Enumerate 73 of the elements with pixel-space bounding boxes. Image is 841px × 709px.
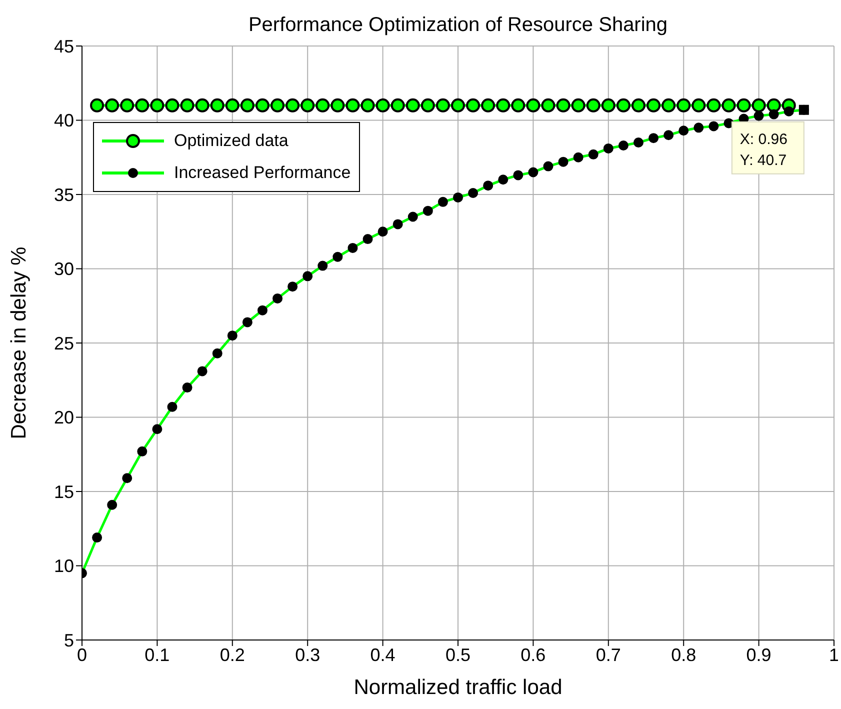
point — [330, 98, 345, 112]
point — [451, 98, 465, 112]
y-tick-label: 35 — [54, 184, 74, 205]
point — [586, 98, 600, 112]
y-tick-label: 20 — [54, 408, 74, 428]
x-tick-label: 0.9 — [746, 644, 772, 665]
point — [195, 98, 210, 112]
point — [556, 98, 570, 112]
point — [662, 98, 676, 112]
x-tick-label: 0 — [76, 644, 88, 665]
point — [225, 98, 240, 112]
legend-label: Optimized data — [174, 131, 288, 151]
point — [376, 98, 390, 112]
point — [526, 98, 540, 112]
legend-label: Increased Performance — [174, 163, 351, 183]
x-tick-label: 0.6 — [520, 644, 546, 665]
point — [692, 98, 706, 112]
point — [706, 98, 721, 112]
point — [135, 98, 150, 112]
y-tick-label: 5 — [64, 630, 74, 650]
point — [646, 98, 661, 112]
y-tick-label: 10 — [54, 556, 74, 576]
point — [601, 98, 616, 112]
x-tick-label: 1 — [828, 644, 840, 665]
point — [300, 98, 315, 112]
point — [436, 98, 450, 112]
x-tick-label: 0.5 — [445, 644, 471, 665]
point — [496, 98, 510, 112]
point — [631, 98, 646, 112]
point — [736, 98, 751, 112]
y-tick-label: 40 — [54, 110, 74, 131]
data-tip: X: 0.96 Y: 40.7 — [731, 104, 809, 174]
point — [466, 98, 480, 112]
point — [346, 98, 360, 112]
x-tick-label: 0.8 — [671, 644, 696, 665]
y-tick-label: 15 — [54, 482, 74, 502]
chart-title: Performance Optimization of Resource Sharing — [247, 14, 669, 37]
point — [406, 98, 420, 112]
point — [360, 98, 375, 112]
point — [270, 98, 285, 112]
x-tick-label: 0.2 — [220, 644, 245, 665]
y-tick-label: 45 — [54, 36, 74, 56]
point — [90, 98, 104, 112]
point — [420, 98, 435, 112]
point — [240, 98, 254, 112]
y-tick-label: 30 — [54, 259, 74, 280]
point — [120, 98, 134, 112]
point — [180, 98, 194, 112]
x-tick-label: 0.3 — [295, 644, 320, 665]
point — [511, 98, 526, 112]
annotation: X: 0.96 Y: 40.7 — [740, 130, 788, 169]
point — [390, 98, 405, 112]
point — [150, 98, 164, 112]
point — [541, 98, 556, 112]
x-axis-title: Normalized traffic load — [354, 676, 562, 699]
point — [676, 98, 691, 112]
x-tick-label: 0.7 — [596, 644, 621, 665]
point — [165, 98, 180, 112]
point — [286, 98, 300, 112]
y-axis-title: Decrease in delay % — [7, 246, 30, 440]
point — [210, 98, 224, 112]
y-tick-label: 25 — [54, 333, 74, 354]
x-tick-label: 0.4 — [370, 644, 396, 665]
point — [316, 98, 330, 112]
point — [105, 98, 120, 112]
point — [752, 98, 766, 112]
point — [255, 98, 270, 112]
point — [481, 98, 496, 112]
x-tick-label: 0.1 — [144, 644, 170, 665]
point — [616, 98, 630, 112]
point — [722, 98, 736, 112]
point — [766, 98, 781, 112]
point — [571, 98, 586, 112]
